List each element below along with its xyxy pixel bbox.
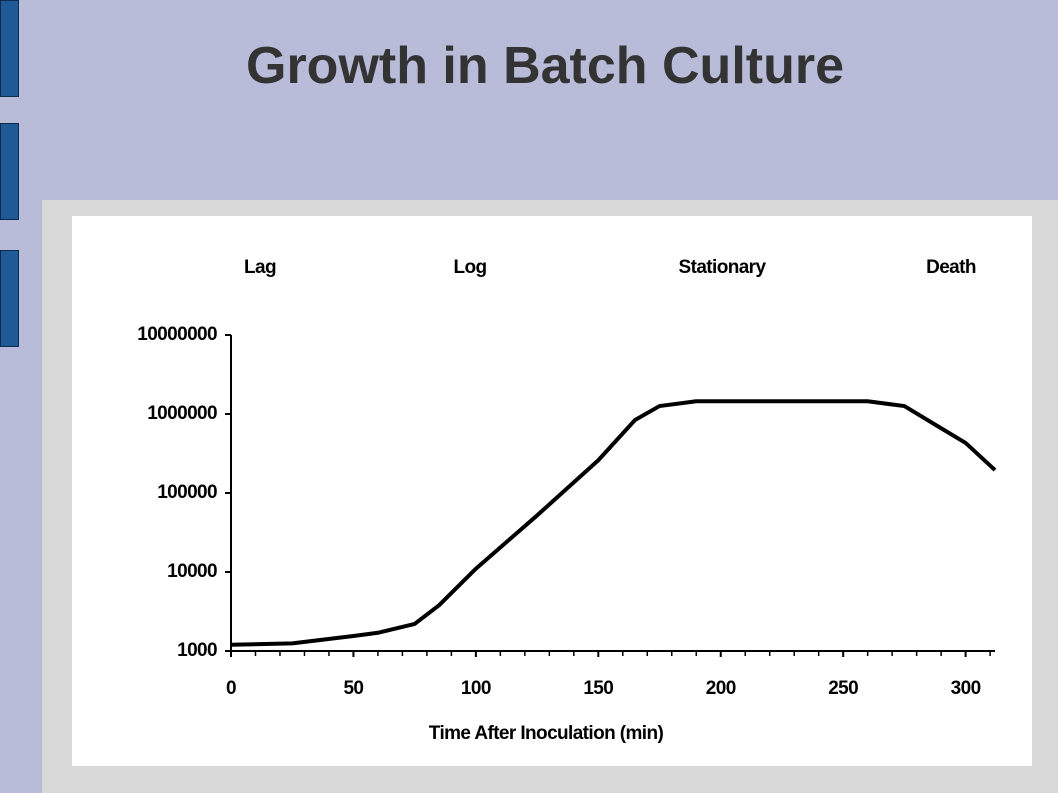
x-tick-label: 200 — [706, 678, 736, 699]
chart: Time After Inoculation (min) 10001000010… — [72, 216, 1032, 766]
y-tick-label: 10000 — [167, 561, 217, 582]
slide-title: Growth in Batch Culture — [246, 37, 844, 95]
growth-curve — [230, 399, 997, 647]
x-axis-label: Time After Inoculation (min) — [429, 723, 664, 744]
phase-label: Lag — [244, 257, 276, 278]
y-tick-label: 1000000 — [147, 403, 217, 424]
y-tick-label: 10000000 — [137, 324, 217, 345]
x-tick-label: 100 — [461, 678, 491, 699]
x-tick-label: 250 — [828, 678, 858, 699]
x-tick-label: 0 — [226, 678, 236, 699]
side-tab — [0, 250, 19, 347]
phase-label: Death — [926, 257, 976, 278]
side-tab — [0, 0, 19, 97]
x-tick-label: 50 — [343, 678, 363, 699]
x-tick-label: 150 — [583, 678, 613, 699]
y-tick-label: 100000 — [157, 482, 217, 503]
phase-label: Log — [453, 257, 486, 278]
side-tab — [0, 123, 19, 220]
x-tick-label: 300 — [951, 678, 981, 699]
phase-label: Stationary — [679, 257, 767, 278]
y-tick-label: 1000 — [177, 640, 217, 661]
